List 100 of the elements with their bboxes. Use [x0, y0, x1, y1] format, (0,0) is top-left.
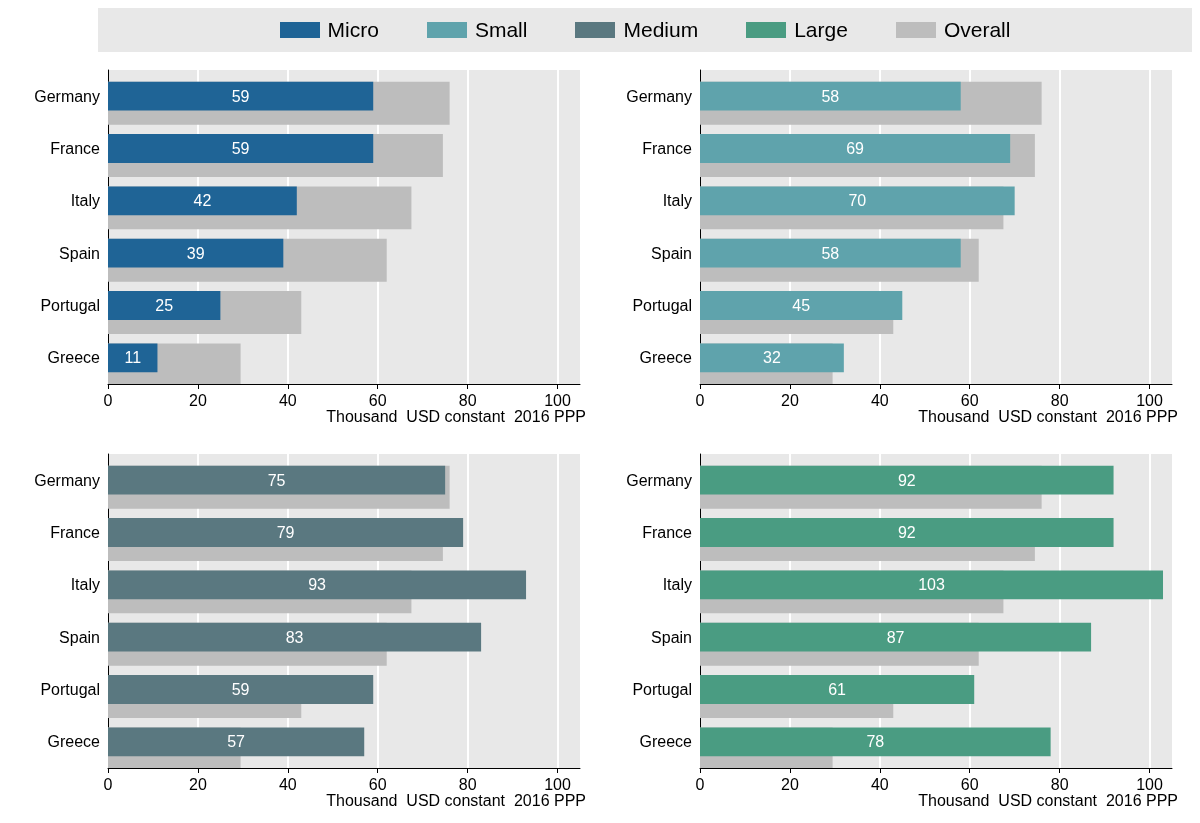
bar: [700, 727, 1051, 757]
y-tick-label: Portugal: [40, 297, 100, 314]
x-tick-label: 20: [189, 775, 207, 793]
y-tick-label: Portugal: [632, 681, 692, 698]
data-label: 42: [193, 192, 212, 210]
x-tick-label: 0: [103, 391, 113, 409]
x-tick-label: 0: [103, 775, 113, 793]
x-tick-label: 60: [960, 775, 979, 793]
y-tick-label: Italy: [662, 576, 692, 594]
x-tick-label: 0: [695, 391, 705, 409]
x-tick-label: 60: [368, 391, 387, 409]
data-label: 11: [124, 349, 142, 367]
data-label: 61: [828, 681, 847, 698]
x-tick-label: 40: [278, 391, 297, 409]
data-label: 59: [231, 87, 250, 105]
x-tick-label: 80: [1050, 775, 1069, 793]
data-label: 57: [227, 733, 246, 751]
x-tick-label: 40: [278, 775, 297, 793]
y-tick-label: Germany: [626, 471, 692, 489]
y-tick-label: Portugal: [40, 681, 100, 698]
y-tick-label: Germany: [626, 87, 692, 105]
bar: [108, 134, 374, 163]
bar: [108, 622, 482, 652]
y-tick-label: Greece: [47, 733, 101, 751]
y-tick-label: Spain: [651, 628, 692, 646]
data-label: 25: [155, 297, 174, 314]
bar: [700, 570, 1164, 600]
bar: [108, 343, 158, 373]
bar: [700, 465, 1114, 495]
x-tick-label: 20: [781, 391, 799, 409]
x-tick-label: 80: [458, 775, 477, 793]
x-axis-title: Thousand USD constant 2016 PPP: [326, 407, 587, 425]
x-tick-label: 100: [544, 775, 571, 793]
bar: [108, 570, 527, 600]
data-label: 70: [848, 192, 867, 210]
y-tick-label: Greece: [47, 349, 101, 367]
y-tick-label: France: [50, 524, 101, 541]
data-label: 59: [231, 681, 250, 698]
legend-label: Large: [794, 18, 848, 42]
y-tick-label: Spain: [59, 628, 100, 646]
bar: [108, 186, 297, 216]
x-tick-label: 60: [368, 775, 387, 793]
data-label: 32: [763, 349, 781, 367]
x-tick-label: 20: [189, 391, 207, 409]
x-tick-label: 60: [960, 391, 979, 409]
y-tick-label: Spain: [651, 244, 692, 262]
x-tick-label: 100: [544, 391, 571, 409]
x-tick-label: 80: [1050, 391, 1069, 409]
bar: [700, 81, 961, 111]
y-tick-label: Greece: [639, 733, 693, 751]
data-label: 103: [918, 576, 945, 594]
bar: [108, 81, 374, 111]
data-label: 58: [821, 87, 840, 105]
data-label: 75: [267, 471, 286, 489]
data-label: 45: [792, 297, 811, 314]
x-tick-label: 100: [1136, 391, 1163, 409]
bar: [700, 291, 903, 320]
y-tick-label: Italy: [70, 192, 100, 210]
bar: [108, 291, 221, 320]
bar: [700, 134, 1011, 163]
legend-label: Overall: [943, 18, 1011, 42]
x-tick-label: 40: [870, 775, 889, 793]
y-tick-label: Italy: [70, 576, 100, 594]
bar: [700, 238, 961, 268]
x-tick-label: 20: [781, 775, 799, 793]
data-label: 79: [276, 524, 295, 541]
y-tick-label: Germany: [34, 87, 100, 105]
x-tick-label: 40: [870, 391, 889, 409]
legend-label: Small: [474, 18, 528, 42]
bar: [700, 343, 844, 373]
x-axis-title: Thousand USD constant 2016 PPP: [918, 407, 1179, 425]
data-label: 83: [285, 628, 304, 646]
y-tick-label: France: [642, 140, 693, 157]
x-tick-label: 100: [1136, 775, 1163, 793]
data-label: 69: [846, 140, 865, 157]
data-label: 39: [186, 244, 205, 262]
y-tick-label: Spain: [59, 244, 100, 262]
data-label: 87: [886, 628, 905, 646]
data-label: 92: [897, 524, 916, 541]
y-tick-label: Greece: [639, 349, 693, 367]
bar: [108, 465, 446, 495]
x-axis-title: Thousand USD constant 2016 PPP: [918, 791, 1179, 809]
data-label: 58: [821, 244, 840, 262]
bar: [700, 518, 1114, 547]
y-tick-label: Portugal: [632, 297, 692, 314]
bar: [700, 186, 1015, 216]
data-label: 59: [231, 140, 250, 157]
bar: [108, 675, 374, 704]
x-tick-label: 80: [458, 391, 477, 409]
data-label: 78: [866, 733, 885, 751]
bar: [108, 238, 284, 268]
y-tick-label: Italy: [662, 192, 692, 210]
data-label: 93: [308, 576, 327, 594]
data-label: 92: [897, 471, 916, 489]
bar: [108, 518, 464, 547]
bar: [108, 727, 365, 757]
x-axis-title: Thousand USD constant 2016 PPP: [326, 791, 587, 809]
y-tick-label: France: [50, 140, 101, 157]
legend-label: Medium: [623, 18, 699, 42]
legend-label: Micro: [327, 18, 379, 42]
